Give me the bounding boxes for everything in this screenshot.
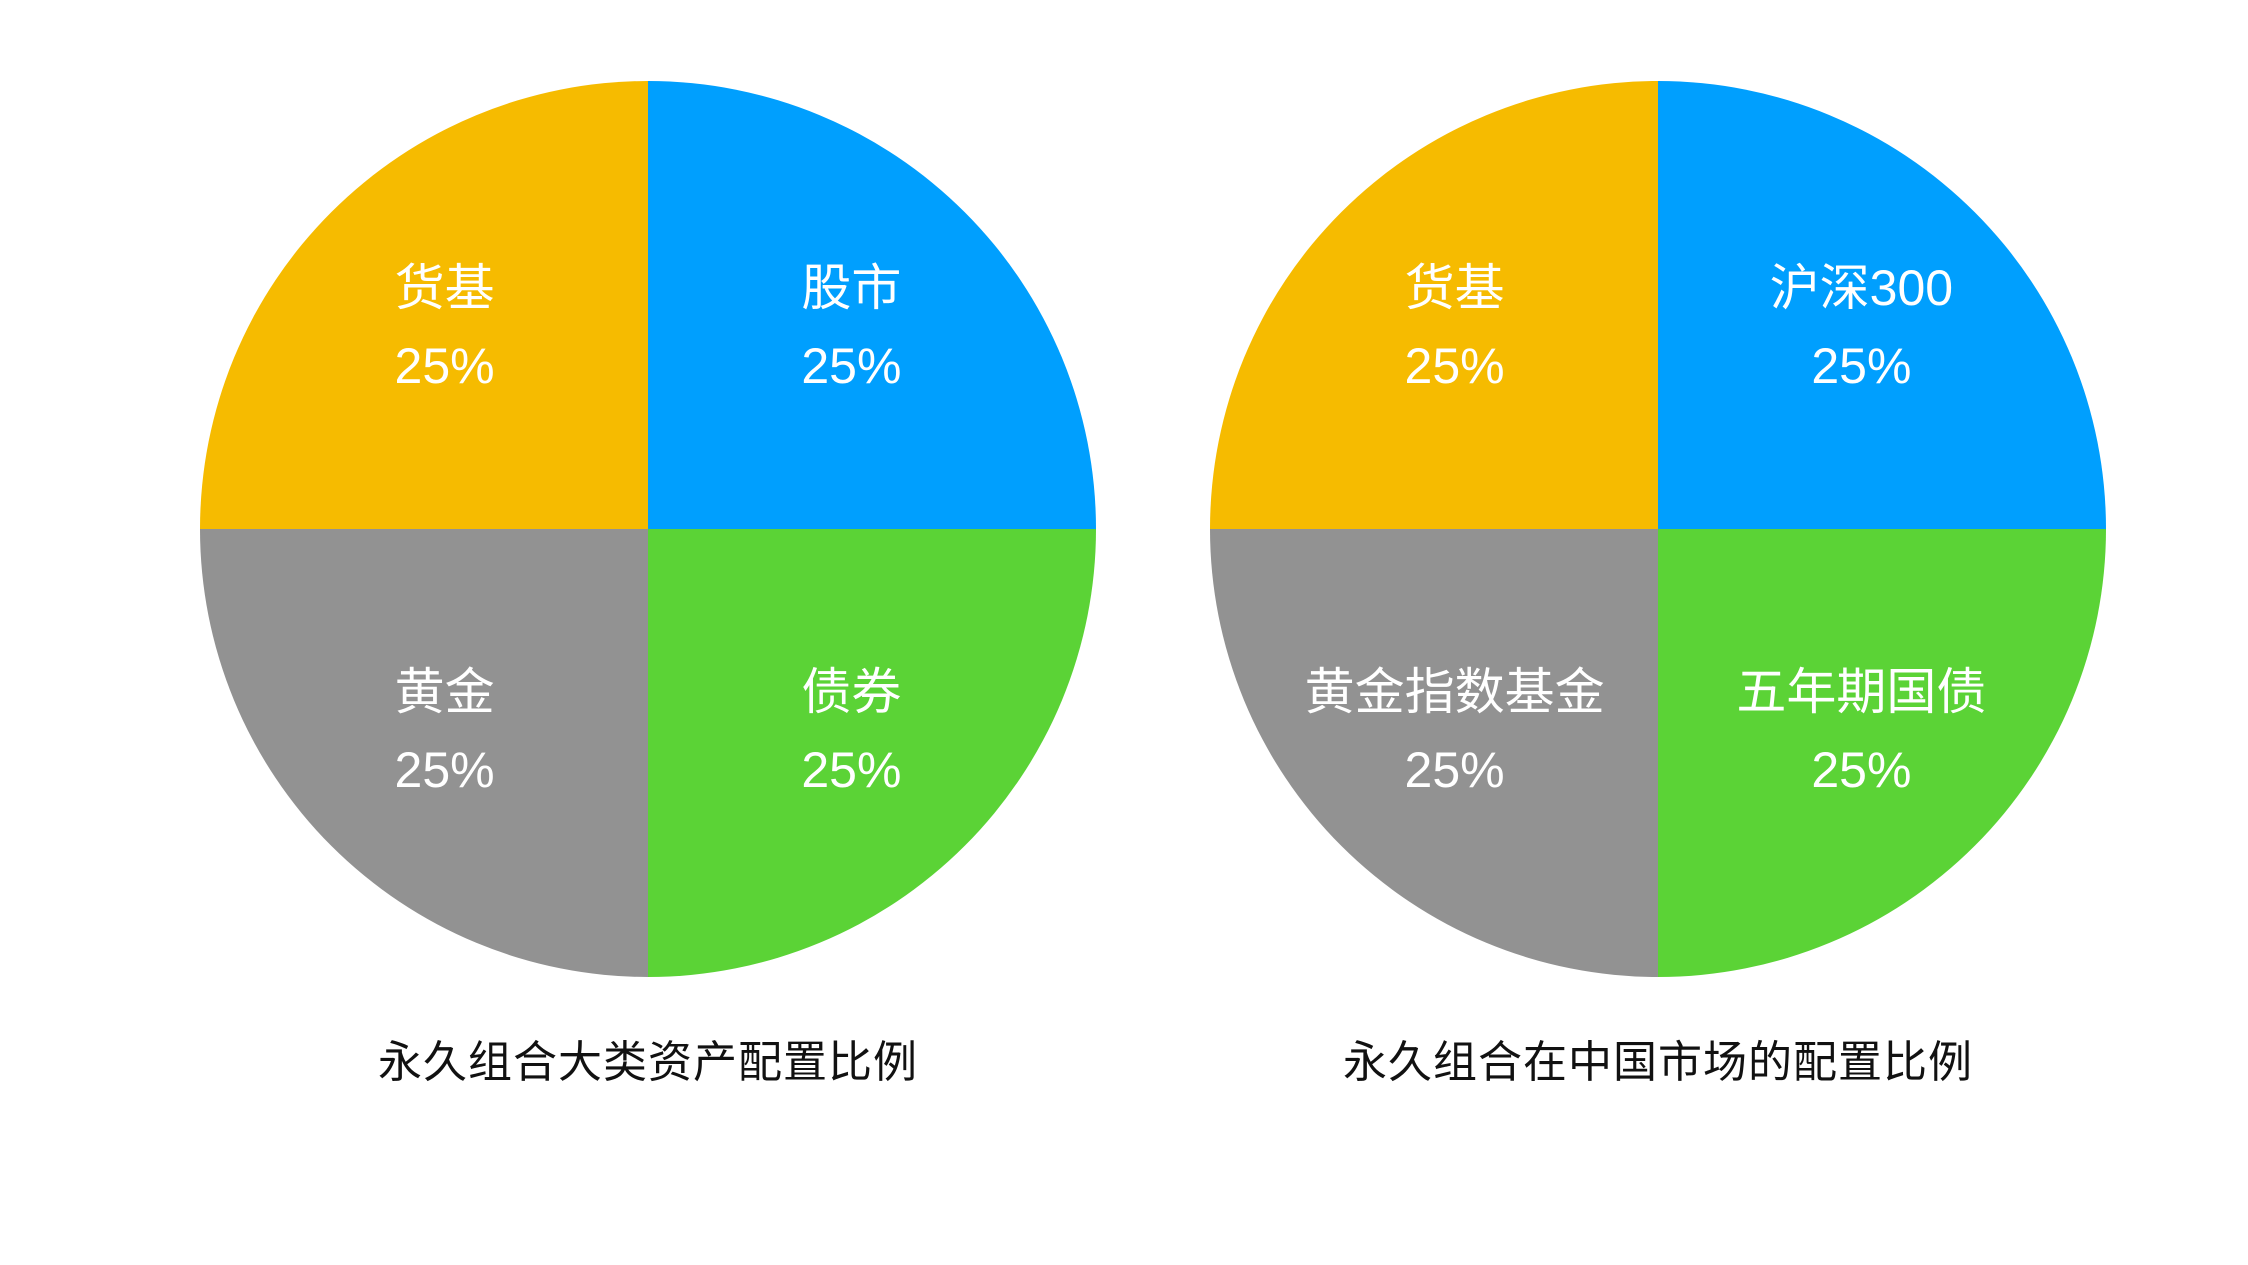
slice-name: 黄金指数基金 xyxy=(1304,663,1605,720)
pie-figure-asset-classes: 货基 25% 股市 25% 黄金 25% 债券 25% 永久组合大类资产配置比例 xyxy=(200,81,1096,1093)
slice-percent: 25% xyxy=(801,338,902,395)
pie-chart-asset-classes: 货基 25% 股市 25% 黄金 25% 债券 25% xyxy=(200,81,1096,977)
pie-caption-asset-classes: 永久组合大类资产配置比例 xyxy=(378,1038,918,1087)
slice-label-gold-index-fund: 黄金指数基金 25% xyxy=(1305,653,1605,809)
slice-label-bonds: 债券 25% xyxy=(801,653,901,809)
slice-name: 货基 xyxy=(394,260,495,317)
slice-label-hs300: 沪深300 25% xyxy=(1770,249,1953,405)
slice-label-gold: 黄金 25% xyxy=(395,653,495,809)
slice-percent: 25% xyxy=(801,741,902,798)
slice-name: 沪深300 xyxy=(1769,260,1954,317)
slice-percent: 25% xyxy=(1811,338,1912,395)
slice-name: 债券 xyxy=(801,663,902,720)
slice-label-money-fund: 货基 25% xyxy=(395,249,495,405)
slice-percent: 25% xyxy=(1404,741,1505,798)
slice-percent: 25% xyxy=(1404,338,1505,395)
slice-name: 五年期国债 xyxy=(1736,663,1987,720)
slice-name: 货基 xyxy=(1404,260,1505,317)
slice-percent: 25% xyxy=(394,741,495,798)
pie-figure-china-market: 货基 25% 沪深300 25% 黄金指数基金 25% 五年期国债 25% 永久… xyxy=(1210,81,2106,1093)
pie-caption-china-market: 永久组合在中国市场的配置比例 xyxy=(1343,1038,1973,1087)
slice-label-5y-treasury-bond: 五年期国债 25% xyxy=(1736,653,1986,809)
slice-percent: 25% xyxy=(394,338,495,395)
slice-label-money-fund: 货基 25% xyxy=(1405,249,1505,405)
slice-name: 黄金 xyxy=(394,663,495,720)
slice-name: 股市 xyxy=(801,260,902,317)
slice-percent: 25% xyxy=(1811,741,1912,798)
pie-chart-china-market: 货基 25% 沪深300 25% 黄金指数基金 25% 五年期国债 25% xyxy=(1210,81,2106,977)
slice-label-stock-market: 股市 25% xyxy=(801,249,901,405)
